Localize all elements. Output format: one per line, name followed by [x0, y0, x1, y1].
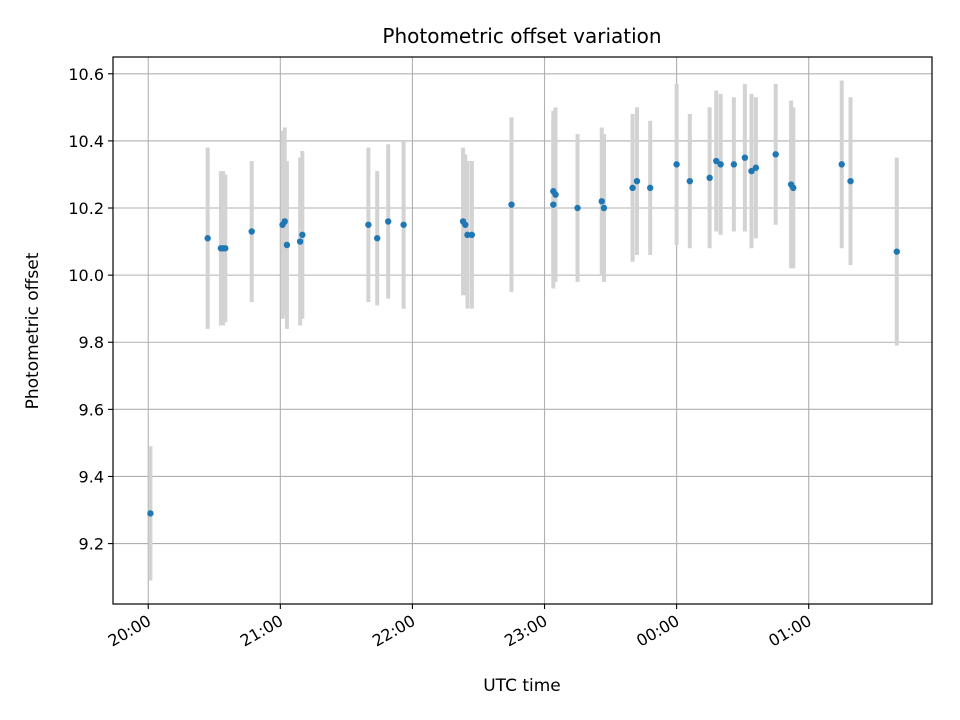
data-point: [468, 231, 476, 239]
y-tick-label: 10.2: [68, 199, 104, 218]
y-tick-label: 10.0: [68, 266, 104, 285]
data-point: [598, 198, 605, 205]
data-point: [296, 238, 304, 245]
data-point: [633, 177, 641, 185]
data-point: [629, 184, 636, 192]
plot-frame: [112, 56, 933, 605]
data-point: [772, 151, 779, 158]
data-point: [385, 218, 392, 225]
y-tick-label: 9.6: [79, 400, 104, 419]
data-point: [462, 221, 469, 228]
data-point: [550, 201, 557, 208]
data-point: [717, 161, 724, 168]
y-tick-label: 10.4: [68, 132, 104, 151]
data-point: [552, 191, 559, 198]
data-point: [508, 201, 515, 208]
data-point: [248, 228, 255, 235]
y-axis-label: Photometric offset: [23, 252, 43, 409]
data-point: [713, 157, 720, 165]
y-axis-ticks: 9.2 9.4 9.6 9.8 10.0 10.2 10.4 10.6: [68, 65, 113, 554]
data-point: [838, 161, 845, 168]
y-tick-label: 9.4: [79, 467, 104, 486]
data-point: [706, 174, 713, 182]
data-point: [574, 204, 581, 212]
data-point: [365, 221, 372, 228]
data-point: [464, 231, 471, 239]
y-tick-label: 10.6: [68, 65, 104, 84]
data-point: [222, 245, 229, 252]
data-point: [204, 235, 211, 242]
grid: [113, 57, 932, 604]
data-point: [299, 231, 306, 239]
x-axis-label: UTC time: [483, 676, 561, 696]
data-point: [730, 161, 738, 168]
data-point: [600, 204, 608, 212]
data-point: [752, 164, 760, 171]
data-point: [373, 235, 381, 242]
data-point: [741, 154, 749, 161]
data-point: [847, 177, 854, 185]
data-point: [748, 167, 755, 175]
data-point: [400, 221, 407, 228]
data-point: [673, 161, 680, 168]
data-point: [790, 184, 797, 192]
data-point: [893, 248, 900, 255]
data-point: [281, 218, 288, 225]
data-point: [147, 510, 154, 517]
data-point: [646, 184, 654, 192]
data-point: [686, 177, 694, 185]
data-point: [283, 241, 291, 249]
y-tick-label: 9.2: [79, 535, 104, 554]
data-points: [147, 151, 900, 517]
y-tick-label: 9.8: [79, 333, 104, 352]
chart-title: Photometric offset variation: [382, 24, 661, 48]
